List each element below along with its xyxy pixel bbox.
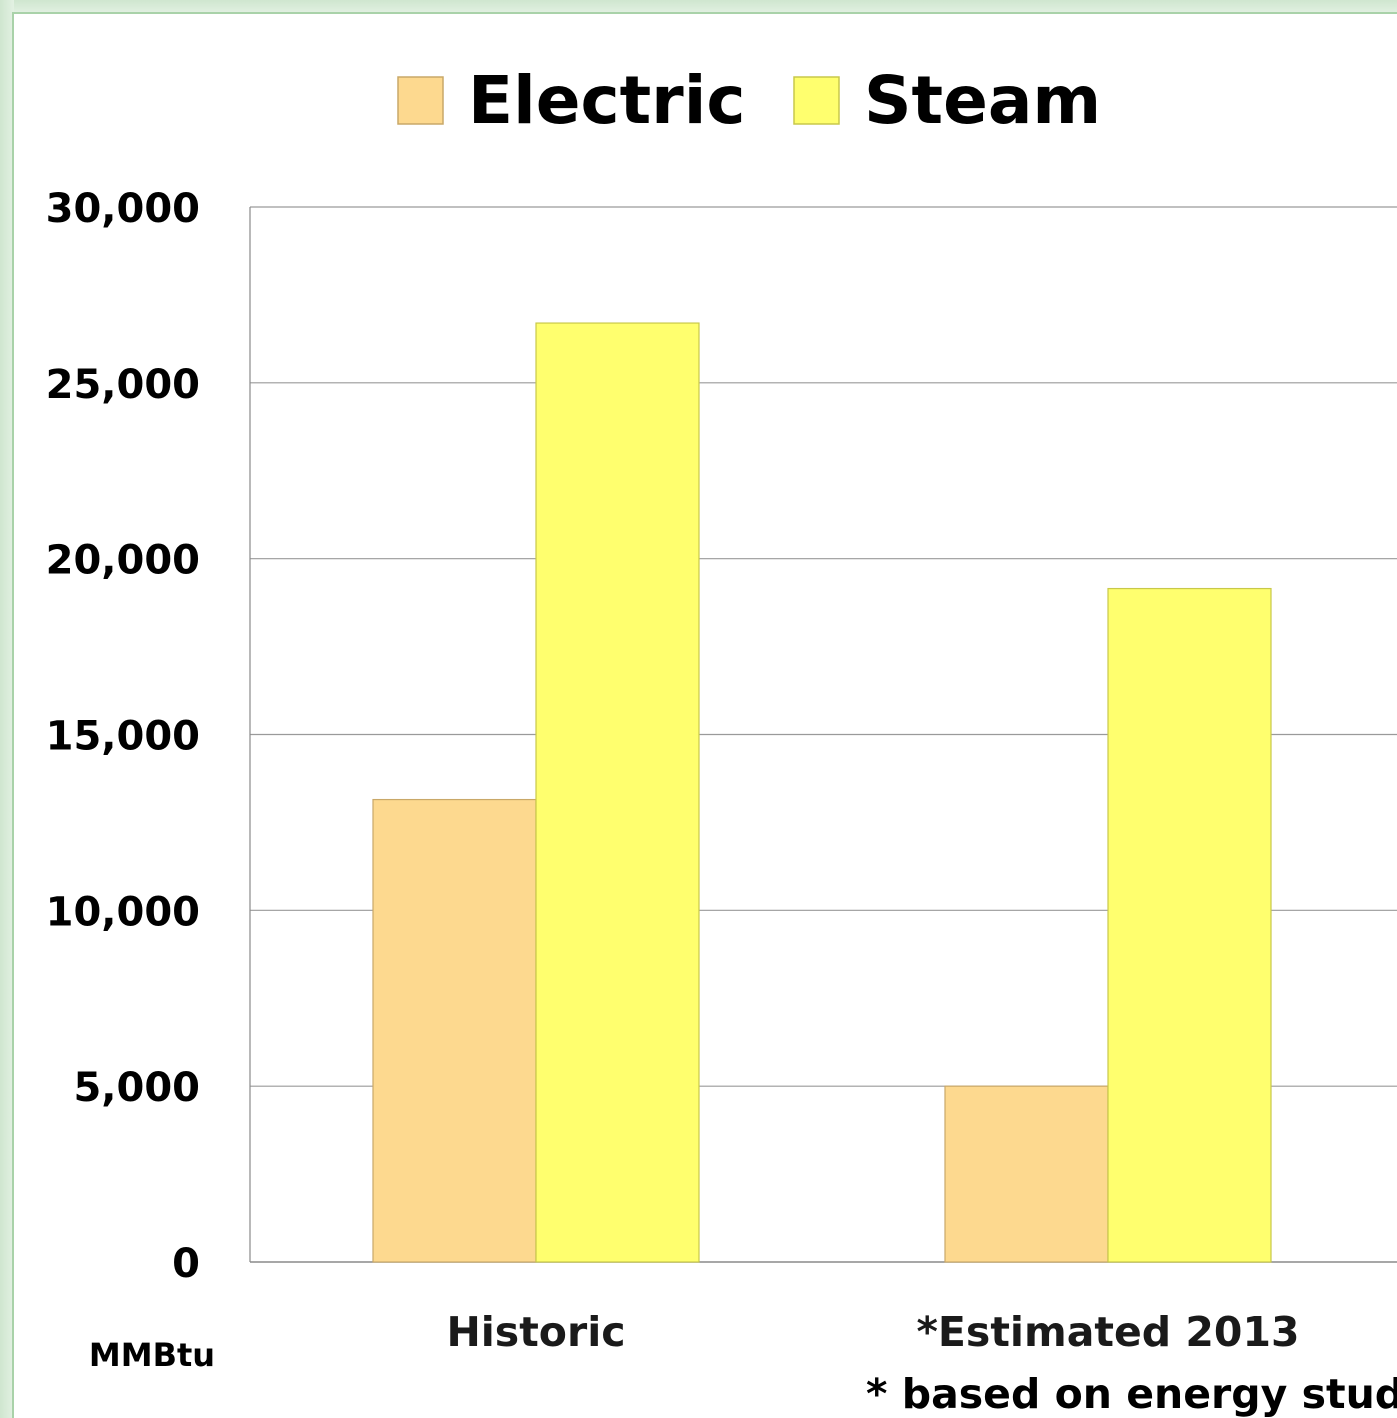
x-category-label: *Estimated 2013 xyxy=(916,1308,1299,1356)
bars xyxy=(372,322,1272,1263)
x-category-label: Historic xyxy=(446,1308,625,1356)
y-tick-label: 10,000 xyxy=(46,889,200,935)
frame-border-top xyxy=(0,0,1397,14)
frame-border-inner-top xyxy=(12,12,1397,14)
x-category-labels: Historic *Estimated 2013 xyxy=(446,1308,1299,1356)
frame-border-left xyxy=(0,0,14,1418)
footnote: * based on energy study xyxy=(866,1370,1397,1418)
legend-swatch-steam xyxy=(793,76,840,125)
y-tick-label: 20,000 xyxy=(46,538,200,584)
frame-border-inner-left xyxy=(12,12,14,1418)
legend-label-electric: Electric xyxy=(468,62,745,139)
bar-steam-1 xyxy=(1107,587,1272,1263)
legend-label-steam: Steam xyxy=(864,62,1101,139)
legend: Electric Steam xyxy=(397,62,1101,139)
unit-label: MMBtu xyxy=(89,1336,215,1374)
y-tick-labels: 0 5,000 10,000 15,000 20,000 25,000 30,000 xyxy=(46,186,200,1287)
y-tick-label: 15,000 xyxy=(46,714,200,760)
bar-steam-0 xyxy=(535,322,700,1263)
y-tick-label: 30,000 xyxy=(46,186,200,232)
bar-electric-0 xyxy=(372,798,537,1263)
y-tick-label: 25,000 xyxy=(46,362,200,408)
y-tick-label: 5,000 xyxy=(73,1065,200,1111)
bar-electric-1 xyxy=(944,1085,1109,1263)
y-tick-label: 0 xyxy=(172,1241,200,1287)
legend-swatch-electric xyxy=(397,76,444,125)
